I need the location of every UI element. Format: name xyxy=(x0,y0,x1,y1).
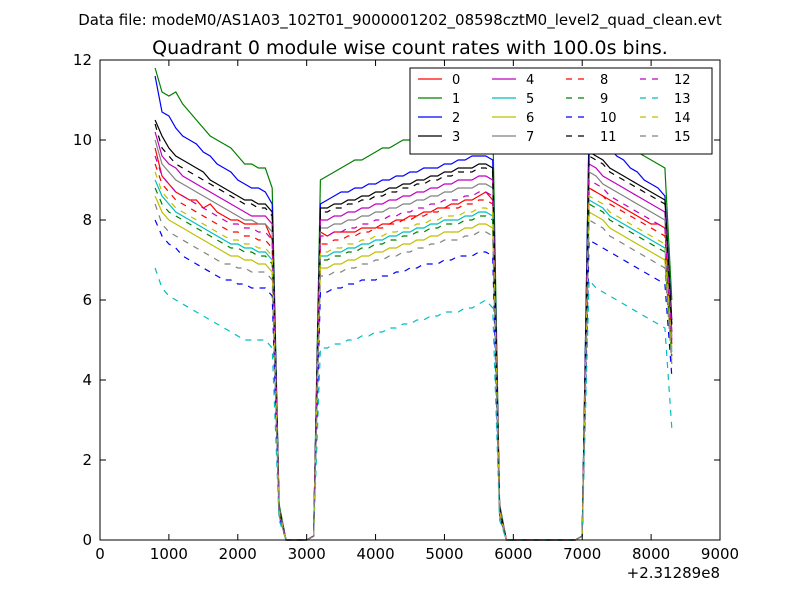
legend-label-8: 8 xyxy=(600,73,608,88)
legend-label-2: 2 xyxy=(452,111,460,126)
x-offset-label: +2.31289e8 xyxy=(627,564,720,582)
y-tick-label: 12 xyxy=(73,51,92,69)
legend-label-11: 11 xyxy=(600,130,617,145)
legend-label-5: 5 xyxy=(526,92,534,107)
series-line-11 xyxy=(154,123,673,541)
x-tick-label: 1000 xyxy=(150,545,188,563)
y-tick-label: 6 xyxy=(82,291,92,309)
figure-suptitle: Data file: modeM0/AS1A03_102T01_90000012… xyxy=(78,11,722,30)
x-tick-label: 5000 xyxy=(425,545,463,563)
legend-label-4: 4 xyxy=(526,73,534,88)
legend-label-13: 13 xyxy=(674,92,691,107)
legend-label-9: 9 xyxy=(600,92,608,107)
series-line-15 xyxy=(154,203,673,541)
x-tick-label: 7000 xyxy=(563,545,601,563)
legend-label-14: 14 xyxy=(674,111,691,126)
chart-title: Quadrant 0 module wise count rates with … xyxy=(152,37,668,59)
legend-label-0: 0 xyxy=(452,73,460,88)
x-tick-label: 9000 xyxy=(701,545,739,563)
legend-label-6: 6 xyxy=(526,111,534,126)
legend-label-1: 1 xyxy=(452,92,460,107)
legend-label-12: 12 xyxy=(674,73,691,88)
legend-box xyxy=(409,67,713,155)
series-layer xyxy=(154,67,673,541)
ticks-layer: 0 1000 2000 3000 4000 5000 6000 7000 8000 9000 0 2 4… xyxy=(73,51,739,563)
plot-area: 0 1000 2000 3000 4000 5000 6000 7000 8000 9000 0 2 4… xyxy=(73,51,739,582)
y-tick-label: 2 xyxy=(82,451,92,469)
series-line-13 xyxy=(154,267,673,541)
x-tick-label: 4000 xyxy=(356,545,394,563)
legend-label-7: 7 xyxy=(526,130,534,145)
x-tick-label: 3000 xyxy=(288,545,326,563)
x-tick-label: 2000 xyxy=(219,545,257,563)
y-tick-label: 10 xyxy=(73,131,92,149)
y-tick-label: 8 xyxy=(82,211,92,229)
y-tick-label: 0 xyxy=(82,531,92,549)
x-tick-label: 8000 xyxy=(632,545,670,563)
legend-label-10: 10 xyxy=(600,111,617,126)
legend-label-3: 3 xyxy=(452,130,460,145)
x-tick-label: 0 xyxy=(95,545,105,563)
x-tick-label: 6000 xyxy=(494,545,532,563)
y-tick-label: 4 xyxy=(82,371,92,389)
legend-label-15: 15 xyxy=(674,130,691,145)
